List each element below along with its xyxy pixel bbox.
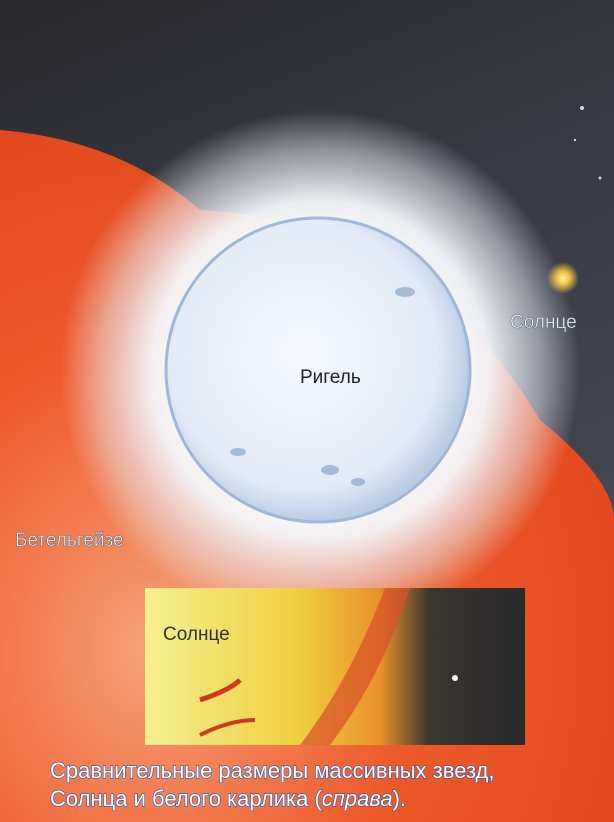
rigel-spots [230, 287, 415, 486]
sun-label: Солнце [510, 312, 577, 333]
caption-italic: справа [322, 786, 393, 811]
rigel-label: Ригель [300, 367, 361, 388]
sun-dot [547, 262, 579, 294]
caption-line: Солнца и белого карлика (справа). [50, 786, 406, 811]
inset-sun-label: Солнце [163, 624, 230, 645]
rigel [164, 216, 472, 524]
caption-text: Солнца и белого карлика ( [50, 786, 322, 811]
caption-line: Сравнительные размеры массивных звезд, [50, 758, 495, 783]
stars [573, 106, 602, 180]
inset: Солнце [145, 588, 525, 745]
caption-text: ). [393, 786, 406, 811]
betelgeuse-label: Бетельгейзе [15, 530, 124, 551]
